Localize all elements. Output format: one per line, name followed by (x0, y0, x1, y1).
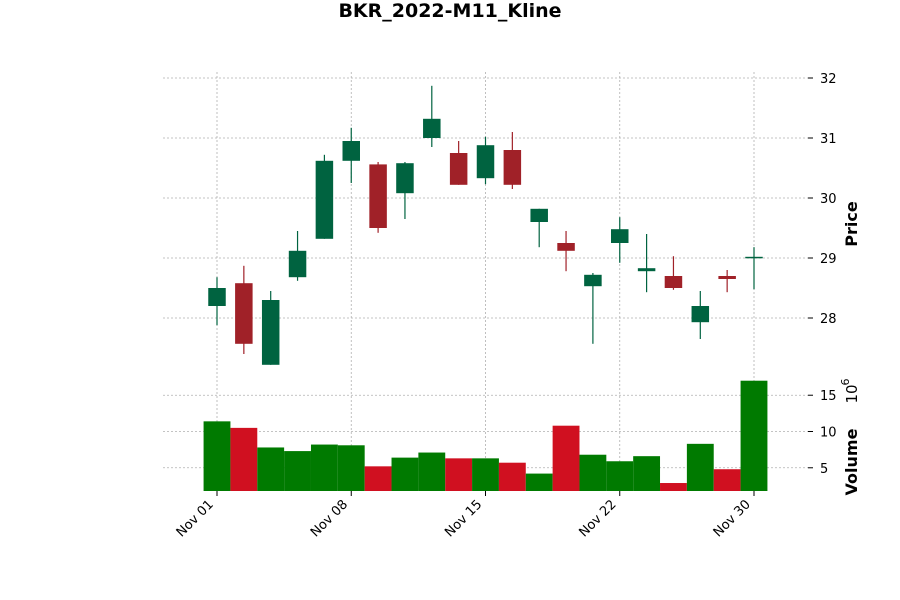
volume-bar (418, 452, 446, 491)
x-tick-label: Nov 08 (308, 497, 351, 540)
candle (745, 247, 763, 290)
candle-body (664, 276, 683, 288)
candle (261, 291, 280, 365)
candle-body (611, 229, 629, 243)
volume-bar (310, 444, 338, 491)
x-tick-label: Nov 15 (442, 497, 485, 540)
price-panel: 28 29 30 31 32 (163, 72, 837, 372)
candle-body (584, 274, 602, 287)
candle (342, 127, 360, 183)
volume-exponent-power: 6 (839, 379, 852, 386)
volume-exponent-base: 10 (843, 384, 861, 403)
candle-body (691, 306, 710, 323)
candle (449, 141, 468, 185)
candle (235, 265, 253, 354)
candle-body (476, 145, 495, 179)
volume-bar (498, 462, 526, 491)
volume-bar (525, 473, 553, 491)
candle (476, 136, 495, 185)
volume-tick-label: 5 (820, 462, 828, 477)
candle-body (396, 163, 414, 194)
candle (288, 231, 307, 281)
candle (637, 234, 656, 293)
candle-body (745, 256, 763, 259)
volume-bar (579, 454, 607, 491)
price-tick-label: 29 (820, 252, 837, 267)
x-tick-label: Nov 22 (576, 497, 619, 540)
candle (718, 270, 736, 293)
candle-body (288, 250, 307, 278)
volume-bar (257, 447, 285, 491)
volume-bar (713, 469, 741, 491)
price-tick-label: 32 (820, 72, 837, 87)
candle (208, 277, 226, 326)
volume-tick-label: 15 (820, 389, 837, 404)
price-tick-label: 31 (820, 132, 837, 147)
candle (691, 291, 710, 339)
volume-bar (660, 483, 687, 491)
candle-body (342, 141, 360, 161)
volume-bar (284, 451, 311, 491)
price-axis-label: Price (842, 201, 861, 247)
volume-bar (740, 380, 768, 491)
volume-bar (445, 458, 473, 491)
candle-body (315, 160, 334, 239)
candle-body (449, 153, 468, 185)
candle (611, 217, 629, 263)
volume-bar (686, 443, 714, 491)
volume-tick-label: 10 (820, 426, 837, 441)
x-tick-label: Nov 30 (711, 497, 754, 540)
volume-bar (337, 445, 365, 491)
volume-bar (391, 457, 419, 491)
volume-bar (552, 425, 580, 491)
volume-bar (633, 456, 661, 491)
volume-bar (203, 421, 231, 491)
volume-axis-label: Volume (842, 428, 861, 495)
candle-body (261, 300, 280, 365)
candle-body (530, 208, 548, 222)
candle (503, 132, 522, 189)
candle-body (208, 288, 226, 306)
candle-body (423, 118, 441, 138)
volume-bar (364, 466, 392, 491)
price-tick-label: 28 (820, 312, 837, 327)
candle (557, 231, 575, 272)
volume-panel: 5 10 15 (163, 372, 837, 491)
candle (423, 85, 441, 147)
candle (584, 273, 602, 344)
x-tick-label: Nov 01 (174, 497, 217, 540)
candle-body (718, 276, 736, 279)
candle (315, 154, 334, 239)
price-tick-label: 30 (820, 192, 837, 207)
volume-bar (606, 461, 634, 491)
candle-body (235, 283, 253, 344)
volume-bar (472, 458, 499, 491)
candle-body (557, 243, 575, 251)
candle (530, 208, 548, 248)
candle (396, 162, 414, 219)
volume-axis-label-group: Volume 10 6 (839, 379, 861, 496)
volume-bar (230, 427, 258, 491)
candle (369, 162, 387, 233)
candle-body (503, 150, 522, 185)
chart-title: BKR_2022-M11_Kline (338, 0, 561, 22)
candle-body (369, 164, 387, 228)
candle (664, 256, 683, 290)
candle-body (637, 268, 656, 272)
x-axis: Nov 01 Nov 08 Nov 15 Nov 22 Nov 30 (174, 491, 755, 540)
